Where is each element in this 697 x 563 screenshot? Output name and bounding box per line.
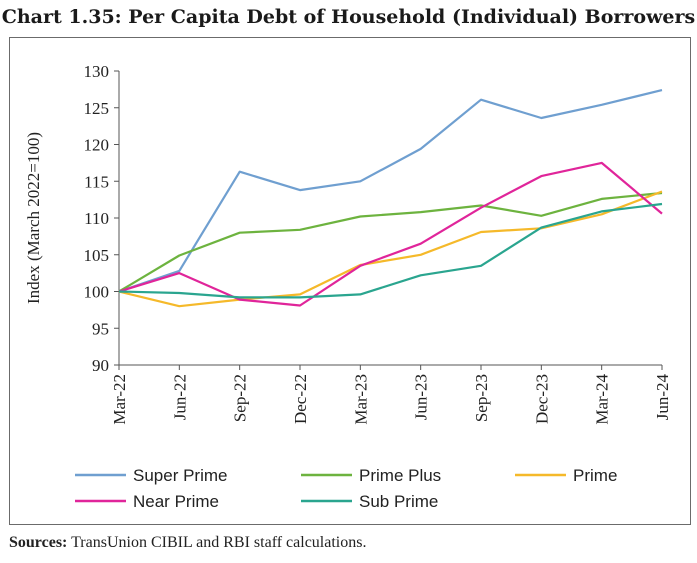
x-tick-label: Jun-22: [170, 374, 189, 420]
x-tick-label: Sep-22: [231, 374, 250, 422]
sources-text: TransUnion CIBIL and RBI staff calculati…: [71, 534, 367, 551]
y-axis-label: Index (March 2022=100): [24, 132, 43, 304]
x-tick-label: Sep-23: [472, 374, 491, 422]
series-line-prime: [118, 190, 663, 308]
series-line-near-prime: [118, 161, 663, 307]
x-tick-label: Dec-23: [532, 374, 551, 424]
x-tick-label: Mar-24: [593, 374, 612, 425]
y-tick-label: 130: [84, 62, 110, 81]
series-line-super-prime: [118, 89, 663, 293]
y-tick-label: 100: [84, 283, 110, 302]
line-chart: 90 95 100 105 110 115 120 125 130 Mar-22 Jun-22 Sep…: [24, 62, 672, 511]
legend-label-prime: Prime: [573, 466, 617, 485]
series-line-sub-prime: [118, 202, 663, 299]
sources-note: Sources: TransUnion CIBIL and RBI staff …: [9, 534, 366, 552]
y-tick-label: 110: [84, 209, 109, 228]
y-tick-label: 105: [84, 246, 110, 265]
legend-label-near-prime: Near Prime: [133, 492, 219, 511]
x-tick-label: Jun-23: [412, 374, 431, 420]
x-tick-label: Jun-24: [653, 374, 672, 421]
y-tick-label: 120: [84, 136, 110, 155]
y-tick-label: 90: [92, 356, 109, 375]
x-tick-label: Dec-22: [291, 374, 310, 424]
x-tick-label: Mar-23: [351, 374, 370, 425]
y-tick-label: 115: [84, 172, 109, 191]
y-tick-label: 125: [84, 99, 110, 118]
chart-frame: [9, 37, 691, 525]
x-tick-label: Mar-22: [110, 374, 129, 425]
legend-label-super-prime: Super Prime: [133, 466, 227, 485]
chart-title: Chart 1.35: Per Capita Debt of Household…: [1, 6, 696, 28]
y-tick-label: 95: [92, 319, 109, 338]
series-line-prime-plus: [118, 191, 663, 293]
legend-label-sub-prime: Sub Prime: [359, 492, 438, 511]
sources-label: Sources:: [9, 534, 68, 551]
legend-label-prime-plus: Prime Plus: [359, 466, 441, 485]
